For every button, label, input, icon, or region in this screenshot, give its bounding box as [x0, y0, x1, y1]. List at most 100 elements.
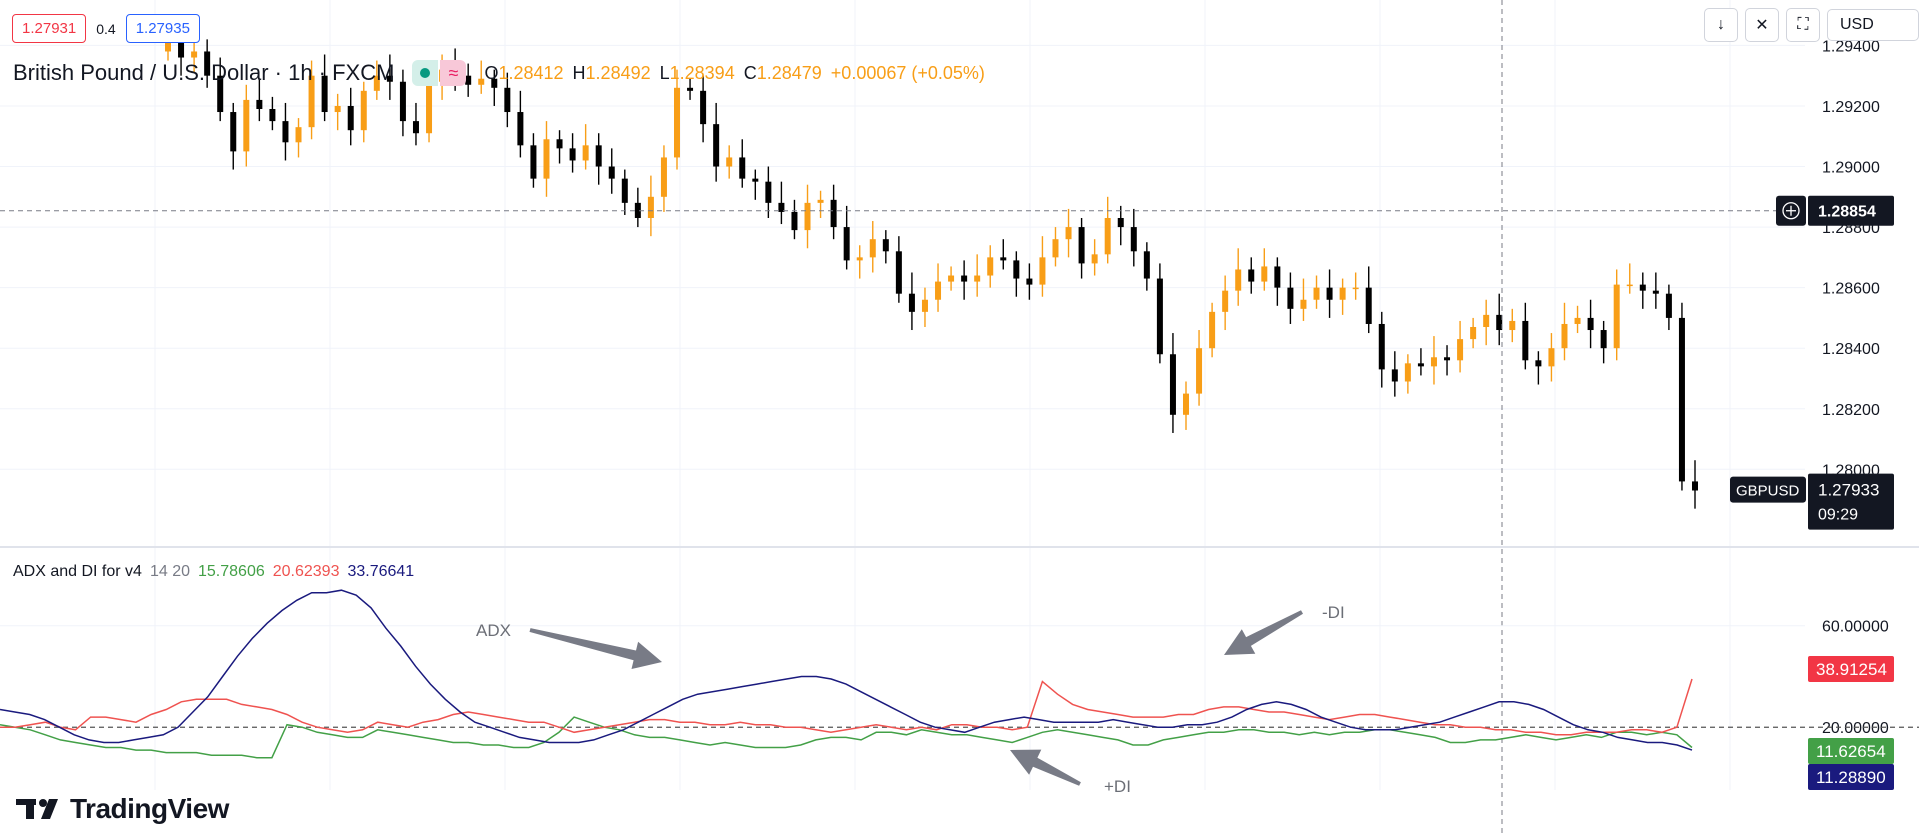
price-tick-label: 1.28600: [1822, 281, 1880, 298]
indicator-name[interactable]: ADX and DI for v4: [13, 563, 142, 580]
candle-body: [1483, 314, 1490, 327]
fullscreen-icon[interactable]: ⛶: [1786, 8, 1820, 42]
series-line-adx: [0, 589, 1693, 751]
candle-body: [373, 75, 380, 91]
candle-body: [582, 145, 589, 161]
indicator-tick-label: 20.00000: [1822, 720, 1889, 737]
arrow-down-icon[interactable]: ↓: [1704, 8, 1738, 42]
candle-body: [1509, 320, 1516, 331]
crosshair-plus-icon: [1782, 202, 1800, 220]
candle-body: [1535, 360, 1542, 367]
candle-body: [504, 87, 511, 113]
candle-body: [752, 178, 759, 182]
minus-di-value: 20.62393: [272, 563, 340, 580]
candle-body: [1326, 287, 1333, 300]
candle-body: [1561, 323, 1568, 349]
candle-body: [1013, 260, 1020, 279]
candle-body: [191, 51, 198, 58]
candle-body: [869, 239, 876, 258]
tradingview-logo[interactable]: TradingView: [16, 793, 229, 825]
candle-body: [843, 227, 850, 261]
collapse-icon[interactable]: ✕: [1745, 8, 1779, 42]
candle-body: [1287, 287, 1294, 309]
candle-body: [1587, 317, 1594, 331]
candle-body: [647, 196, 654, 218]
approx-icon[interactable]: ≈: [440, 60, 467, 86]
candle-body: [1091, 254, 1098, 264]
candle-body: [1352, 287, 1359, 290]
candle-body: [1117, 218, 1124, 228]
candle-body: [1222, 290, 1229, 312]
candle-body: [817, 199, 824, 203]
buy-price-button[interactable]: 1.27935: [125, 14, 200, 43]
market-open-icon[interactable]: [412, 60, 439, 86]
candle-body: [1626, 284, 1633, 287]
candle-body: [595, 145, 602, 167]
high-value: 1.28492: [585, 62, 651, 83]
candle-body: [165, 39, 171, 52]
candle-body: [347, 105, 354, 131]
candle-body: [230, 112, 237, 152]
series-value-box: [1808, 738, 1894, 764]
annotation-arrow: [1010, 749, 1081, 786]
candle-body: [1430, 357, 1437, 367]
candle-body: [1613, 284, 1620, 349]
candle-body: [491, 78, 498, 88]
chart-toolbar: ↓ ✕ ⛶ USD: [1704, 8, 1919, 42]
candle-body: [282, 121, 289, 143]
annotation-label: +DI: [1104, 777, 1131, 796]
candle-body: [895, 251, 902, 294]
candle-body: [791, 211, 798, 231]
candle-body: [1365, 287, 1372, 324]
candle-body: [295, 127, 302, 143]
price-tick-label: 1.29000: [1822, 160, 1880, 177]
candle-body: [243, 99, 250, 152]
candle-body: [621, 178, 628, 203]
currency-select[interactable]: USD: [1827, 9, 1919, 41]
candle-body: [1404, 363, 1411, 382]
candle-body: [204, 51, 211, 76]
tradingview-logo-icon: [16, 799, 58, 819]
indicator-legend: ADX and DI for v4 14 20 15.78606 20.6239…: [13, 563, 414, 581]
plus-di-value: 15.78606: [198, 563, 265, 580]
candle-body: [1039, 257, 1046, 285]
annotation-label: ADX: [476, 621, 511, 640]
series-value-label: 11.28890: [1816, 768, 1886, 787]
candle-body: [1665, 293, 1672, 318]
order-panel: 1.27931 0.4 1.27935: [12, 14, 200, 43]
series-value-box: [1808, 656, 1894, 682]
price-tick-label: 1.28400: [1822, 341, 1880, 358]
last-price-label: 1.27933: [1818, 481, 1879, 500]
candle-body: [1104, 218, 1111, 255]
countdown-label: 09:29: [1818, 507, 1858, 524]
candle-body: [399, 81, 406, 122]
candle-body: [765, 181, 772, 203]
symbol-title[interactable]: British Pound / U.S. Dollar · 1h · FXCM: [13, 60, 395, 85]
candle-body: [256, 99, 263, 109]
sell-price-button[interactable]: 1.27931: [12, 14, 87, 43]
candle-body: [1130, 227, 1137, 252]
candle-body: [217, 75, 224, 113]
candle-body: [412, 121, 419, 134]
candle-body: [1274, 266, 1281, 288]
candle-body: [1196, 348, 1203, 394]
candle-body: [1248, 269, 1255, 282]
annotation-arrow: [529, 628, 662, 669]
candle-body: [1457, 339, 1464, 361]
logo-text: TradingView: [70, 793, 229, 824]
candle-body: [556, 139, 563, 149]
candle-body: [1522, 320, 1529, 361]
series-line-di: [0, 678, 1693, 736]
candle-body: [935, 281, 942, 300]
candle-body: [269, 109, 276, 122]
candle-body: [1470, 327, 1477, 340]
change-value: +0.00067 (+0.05%): [830, 62, 985, 83]
series-value-box: [1808, 764, 1894, 790]
candle-body: [687, 87, 694, 91]
last-price-box: [1808, 473, 1894, 530]
candle-body: [921, 299, 928, 312]
candle-body: [543, 139, 550, 179]
candle-body: [726, 157, 733, 167]
candle-body: [1600, 330, 1607, 349]
